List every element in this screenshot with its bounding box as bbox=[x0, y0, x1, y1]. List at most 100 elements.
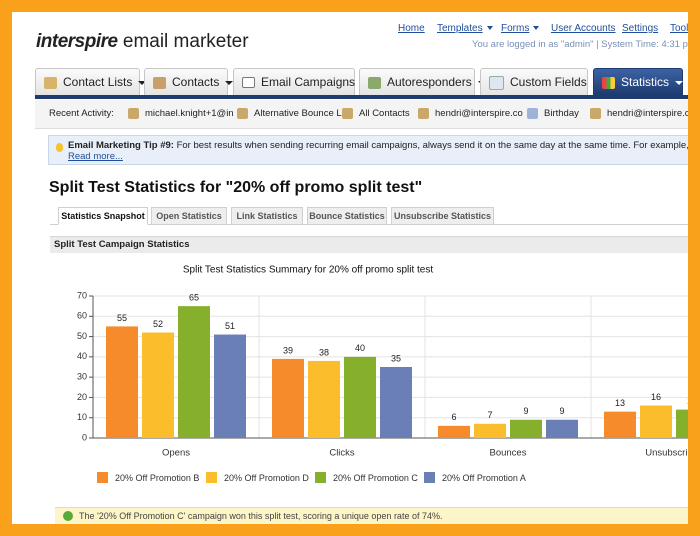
y-tick-label: 50 bbox=[77, 331, 87, 341]
recent-text: All Contacts bbox=[359, 108, 410, 120]
bar bbox=[676, 409, 688, 438]
legend-swatch bbox=[424, 472, 435, 483]
success-icon bbox=[63, 511, 73, 521]
top-link[interactable]: Settings bbox=[622, 23, 659, 34]
data-label: 7 bbox=[487, 410, 492, 420]
legend-swatch bbox=[206, 472, 217, 483]
sub-tab[interactable]: Unsubscribe Statistics bbox=[391, 207, 494, 225]
x-tick-label: Bounces bbox=[490, 448, 527, 459]
recent-item[interactable]: hendri@interspire.co bbox=[590, 108, 695, 120]
section-heading: Split Test Campaign Statistics bbox=[50, 236, 688, 253]
nav-tab[interactable]: Autoresponders bbox=[359, 68, 475, 95]
recent-item[interactable]: All Contacts bbox=[342, 108, 410, 119]
tip-box bbox=[48, 135, 688, 165]
bar bbox=[272, 358, 304, 438]
nav-tab[interactable]: Contact Lists bbox=[35, 68, 140, 95]
x-tick-label: Unsubscribes bbox=[645, 448, 688, 459]
nav-label: Contact Lists bbox=[63, 75, 146, 89]
bar bbox=[178, 306, 210, 438]
data-label: 9 bbox=[559, 406, 564, 416]
tip-icon bbox=[56, 143, 63, 152]
bar bbox=[308, 360, 340, 438]
bar bbox=[510, 419, 542, 438]
y-tick-label: 30 bbox=[77, 372, 87, 382]
y-tick-label: 70 bbox=[77, 290, 87, 300]
recent-item[interactable]: michael.knight+1@in bbox=[128, 108, 234, 119]
login-info: You are logged in as "admin" | System Ti… bbox=[472, 39, 700, 50]
bar bbox=[604, 411, 636, 438]
top-link[interactable]: Home bbox=[398, 23, 425, 34]
top-link[interactable]: User Accounts bbox=[551, 23, 616, 34]
top-link[interactable]: Templates bbox=[437, 23, 493, 34]
recent-item[interactable]: Birthday bbox=[527, 108, 579, 119]
data-label: 14 bbox=[687, 396, 688, 406]
result-message: The '20% Off Promotion C' campaign won t… bbox=[79, 511, 443, 521]
y-tick-label: 40 bbox=[77, 351, 87, 361]
bar bbox=[640, 405, 672, 438]
nav-label: Contacts bbox=[172, 75, 233, 89]
data-label: 16 bbox=[651, 392, 661, 402]
nav-label: Email Campaigns bbox=[261, 75, 369, 89]
result-box bbox=[55, 507, 688, 524]
tip-title: Email Marketing Tip #9: bbox=[68, 140, 174, 151]
nav-label: Autoresponders bbox=[387, 75, 486, 89]
sub-tab[interactable]: Bounce Statistics bbox=[307, 207, 387, 225]
top-link[interactable]: Tools bbox=[670, 23, 694, 34]
data-label: 6 bbox=[451, 412, 456, 422]
sub-tab[interactable]: Link Statistics bbox=[231, 207, 303, 225]
data-label: 40 bbox=[355, 343, 365, 353]
recent-text: Birthday bbox=[544, 108, 579, 120]
recent-text: michael.knight+1@in bbox=[145, 108, 234, 120]
legend-label: 20% Off Promotion C bbox=[333, 473, 418, 483]
recent-label: Recent Activity: bbox=[49, 108, 114, 119]
data-label: 13 bbox=[615, 398, 625, 408]
data-label: 9 bbox=[523, 406, 528, 416]
legend-swatch bbox=[97, 472, 108, 483]
legend-label: 20% Off Promotion B bbox=[115, 473, 199, 483]
bar bbox=[546, 419, 578, 438]
y-tick-label: 10 bbox=[77, 412, 87, 422]
y-tick-label: 20 bbox=[77, 392, 87, 402]
tip-body: For best results when sending recurring … bbox=[176, 140, 700, 151]
legend-label: 20% Off Promotion A bbox=[442, 473, 526, 483]
recent-text: hendri@interspire.co bbox=[435, 108, 523, 120]
data-label: 39 bbox=[283, 345, 293, 355]
bar bbox=[438, 425, 470, 438]
top-link[interactable]: Forms bbox=[501, 23, 539, 34]
nav-bar bbox=[35, 95, 688, 99]
x-tick-label: Clicks bbox=[329, 448, 355, 459]
nav-tab[interactable]: Custom Fields bbox=[480, 68, 588, 95]
nav-tab[interactable]: Email Campaigns bbox=[233, 68, 355, 95]
recent-item[interactable]: Alternative Bounce L bbox=[237, 108, 342, 119]
chart-title: Split Test Statistics Summary for 20% of… bbox=[183, 265, 434, 276]
page-title: Split Test Statistics for "20% off promo… bbox=[49, 179, 423, 196]
legend-label: 20% Off Promotion D bbox=[224, 473, 309, 483]
x-tick-label: Opens bbox=[162, 448, 190, 459]
legend-swatch bbox=[315, 472, 326, 483]
data-label: 55 bbox=[117, 313, 127, 323]
recent-text: Alternative Bounce L bbox=[254, 108, 342, 120]
logo[interactable]: interspire email marketer bbox=[36, 31, 249, 53]
bar bbox=[106, 326, 138, 438]
logo-product: email marketer bbox=[122, 31, 249, 52]
tip-text: Email Marketing Tip #9: For best results… bbox=[68, 140, 700, 151]
data-label: 38 bbox=[319, 347, 329, 357]
recent-text: hendri@interspire.co bbox=[607, 108, 695, 120]
data-label: 51 bbox=[225, 321, 235, 331]
nav-label: Statistics bbox=[621, 75, 683, 89]
y-tick-label: 60 bbox=[77, 311, 87, 321]
chart: Split Test Statistics Summary for 20% of… bbox=[77, 265, 688, 483]
bar bbox=[142, 332, 174, 438]
sub-tab[interactable]: Statistics Snapshot bbox=[58, 207, 148, 225]
data-label: 35 bbox=[391, 353, 401, 363]
tip-link[interactable]: Read more... bbox=[68, 151, 123, 162]
recent-bar bbox=[35, 100, 688, 129]
nav-tab[interactable]: Statistics bbox=[593, 68, 683, 95]
sub-tab[interactable]: Open Statistics bbox=[151, 207, 227, 225]
bar bbox=[380, 367, 412, 438]
nav-tab[interactable]: Contacts bbox=[144, 68, 228, 95]
data-label: 65 bbox=[189, 293, 199, 303]
recent-item[interactable]: hendri@interspire.co bbox=[418, 108, 523, 119]
